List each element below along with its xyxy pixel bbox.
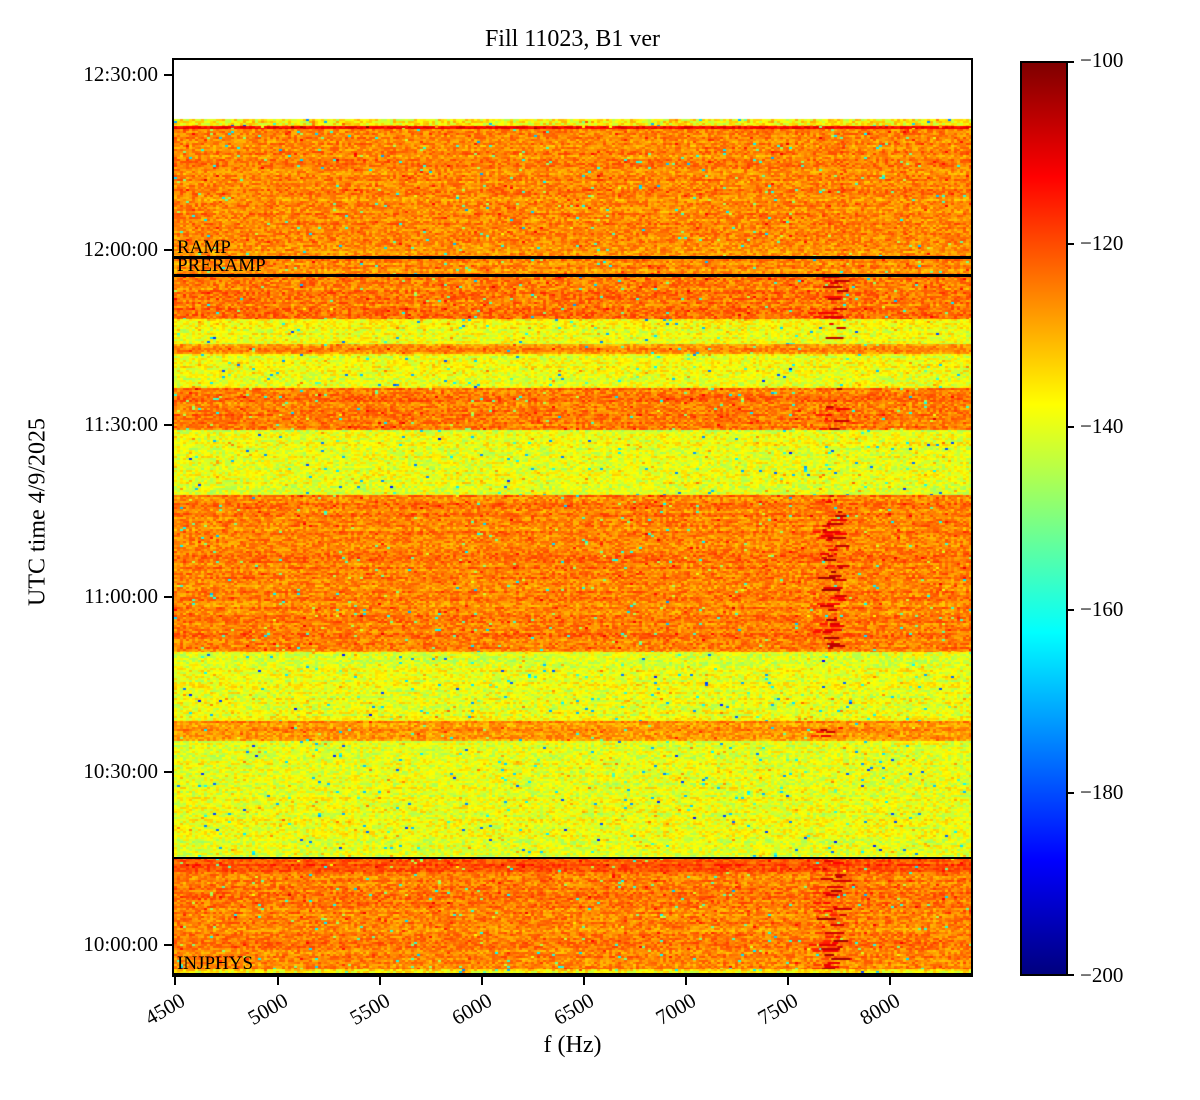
colorbar-tick xyxy=(1068,609,1074,611)
plot-title: Fill 11023, B1 ver xyxy=(484,26,661,52)
colorbar-tick-label: −100 xyxy=(1080,48,1124,72)
plot-area: RAMP PRERAMP INJPHYS xyxy=(172,58,973,977)
colorbar-tick-label: −120 xyxy=(1080,231,1124,255)
y-tick xyxy=(164,249,172,251)
y-tick xyxy=(164,74,172,76)
colorbar-tick xyxy=(1068,243,1074,245)
y-tick xyxy=(164,944,172,946)
x-tick xyxy=(583,977,585,985)
colorbar-tick xyxy=(1068,974,1074,976)
y-tick-label: 10:00:00 xyxy=(83,932,158,956)
colorbar-tick xyxy=(1068,792,1074,794)
spectrogram-heatmap xyxy=(174,60,971,975)
annotation-label-injphys: INJPHYS xyxy=(177,953,254,974)
colorbar-tick xyxy=(1068,61,1074,63)
colorbar-tick-label: −180 xyxy=(1080,780,1124,804)
colorbar xyxy=(1020,61,1068,976)
x-tick xyxy=(685,977,687,985)
y-tick-label: 10:30:00 xyxy=(83,759,158,783)
y-tick-label: 11:30:00 xyxy=(84,412,158,436)
colorbar-tick-label: −160 xyxy=(1080,597,1124,621)
y-tick-label: 11:00:00 xyxy=(84,584,158,608)
annotation-line-preramp: PRERAMP xyxy=(174,256,971,277)
annotation-line-ramp: RAMP xyxy=(174,238,971,259)
x-tick xyxy=(174,977,176,985)
x-tick xyxy=(787,977,789,985)
annotation-line-line-2 xyxy=(174,857,971,859)
colorbar-tick-label: −140 xyxy=(1080,414,1124,438)
y-tick xyxy=(164,771,172,773)
x-tick xyxy=(481,977,483,985)
annotation-line-injphys: INJPHYS xyxy=(174,954,971,975)
x-tick xyxy=(889,977,891,985)
y-axis-label: UTC time 4/9/2025 xyxy=(24,418,51,606)
x-tick xyxy=(277,977,279,985)
colorbar-gradient xyxy=(1022,63,1066,974)
y-tick xyxy=(164,424,172,426)
y-tick-label: 12:00:00 xyxy=(83,237,158,261)
annotation-label-ramp: RAMP xyxy=(177,237,231,258)
y-tick xyxy=(164,596,172,598)
colorbar-tick-label: −200 xyxy=(1080,963,1124,987)
y-tick-label: 12:30:00 xyxy=(83,62,158,86)
x-axis-label: f (Hz) xyxy=(543,1032,602,1058)
x-tick xyxy=(379,977,381,985)
annotation-label-preramp: PRERAMP xyxy=(177,255,266,276)
colorbar-tick xyxy=(1068,426,1074,428)
